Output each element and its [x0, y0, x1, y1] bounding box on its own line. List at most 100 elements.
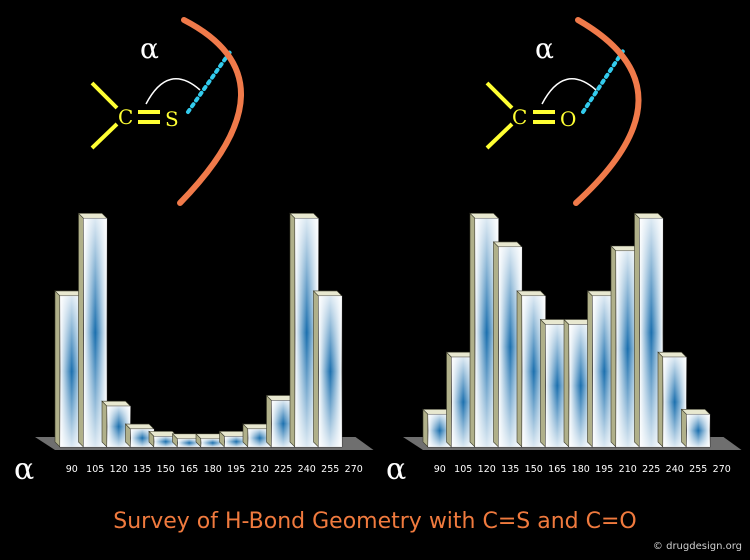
tick-label: 180 [204, 464, 222, 475]
atom-c-label: C [118, 105, 133, 129]
bar-side [78, 212, 84, 448]
page-title: Survey of H-Bond Geometry with C=S and C… [113, 509, 637, 534]
atom-o-label: O [560, 107, 576, 131]
bar-highlight [177, 438, 201, 447]
bar-highlight [475, 218, 499, 447]
tick-label: 135 [501, 464, 519, 475]
bar-top [633, 213, 664, 219]
tick-label: 120 [478, 464, 496, 475]
bar-highlight [686, 414, 710, 447]
bar-highlight [545, 324, 569, 447]
acceptor-arc [573, 17, 642, 206]
tick-label: 225 [642, 464, 660, 475]
bar-highlight [522, 295, 546, 447]
angle-alpha-label: α [140, 32, 159, 65]
cs-diagram: C S α [90, 17, 244, 206]
tick-label: 225 [274, 464, 292, 475]
bar-top [312, 290, 343, 297]
tick-label: 165 [180, 464, 198, 475]
bar-highlight [154, 436, 178, 447]
bar-side [681, 408, 687, 448]
bar-highlight [83, 218, 107, 447]
atom-c-label: C [512, 105, 527, 129]
bar-highlight [569, 324, 593, 447]
angle-arc [541, 78, 597, 105]
tick-label: 195 [595, 464, 613, 475]
bar-highlight [318, 295, 342, 447]
co-diagram: C O α [485, 17, 642, 206]
tick-label: 240 [298, 464, 316, 475]
x-axis-alpha-label-left: α [14, 452, 35, 487]
bar-side [610, 245, 617, 448]
bar-top [77, 213, 108, 219]
atom-s-label: S [165, 107, 179, 131]
tick-label: 135 [133, 464, 151, 475]
bar-highlight [616, 251, 640, 447]
angle-arc [145, 78, 201, 105]
bar-side [313, 290, 319, 448]
bar-side [446, 351, 452, 448]
tick-label: 120 [110, 464, 128, 475]
bar-highlight [295, 218, 319, 447]
substituent-bond-lower [90, 122, 119, 150]
tick-label: 105 [86, 464, 104, 475]
bar-highlight [639, 218, 663, 447]
bar-top [101, 400, 132, 407]
angle-alpha-label: α [535, 32, 554, 65]
substituent-bond-upper [90, 81, 119, 110]
tick-label: 210 [251, 464, 269, 475]
bar-side [516, 290, 523, 448]
bar-side [101, 400, 108, 448]
tick-label: 90 [434, 464, 446, 475]
tick-label: 90 [66, 464, 78, 475]
bar-highlight [498, 246, 522, 447]
tick-label: 180 [572, 464, 590, 475]
bar-highlight [60, 295, 84, 447]
bar-highlight [130, 429, 154, 447]
tick-label: 240 [666, 464, 684, 475]
bar-highlight [451, 357, 475, 447]
hbond-dotted-line [186, 50, 232, 114]
cs-histogram: 90 105 120 135 150 165 180 195 210 225 240 255 270 [35, 212, 374, 475]
bar-side [540, 318, 546, 448]
bar-side [54, 290, 61, 448]
bar-highlight [107, 406, 131, 447]
acceptor-arc [177, 17, 244, 206]
bar-top [289, 213, 320, 219]
bar-highlight [428, 414, 452, 447]
bar-side [469, 212, 476, 448]
tick-label: 270 [345, 464, 363, 475]
bar-top [124, 423, 155, 430]
substituent-bond-upper [485, 81, 514, 110]
bar-top [516, 290, 547, 297]
tick-label: 150 [525, 464, 543, 475]
bar-top [680, 409, 711, 415]
credit-text: © drugdesign.org [652, 541, 742, 552]
bar-highlight [248, 429, 272, 447]
x-axis-alpha-label-right: α [386, 452, 407, 487]
bar-highlight [592, 295, 616, 447]
bar-top [492, 241, 523, 248]
tick-label: 270 [713, 464, 731, 475]
tick-label: 255 [689, 464, 707, 475]
tick-label: 165 [548, 464, 566, 475]
tick-label: 105 [454, 464, 472, 475]
bar-side [657, 351, 664, 448]
bar-side [422, 408, 429, 448]
bar-highlight [201, 438, 225, 447]
bar-side [266, 394, 272, 448]
tick-label: 210 [619, 464, 637, 475]
bar-highlight [663, 357, 687, 447]
bar-side [587, 290, 593, 448]
tick-label: 150 [157, 464, 175, 475]
bar-side [634, 212, 640, 448]
tick-label: 195 [227, 464, 245, 475]
co-histogram: 90 105 120 135 150 165 180 195 210 225 240 255 270 [403, 212, 742, 475]
bar-side [563, 318, 570, 448]
bar-top [657, 351, 688, 358]
bar-highlight [271, 400, 295, 447]
bar-side [493, 241, 499, 448]
bar-top [469, 213, 500, 219]
substituent-bond-lower [485, 122, 514, 150]
